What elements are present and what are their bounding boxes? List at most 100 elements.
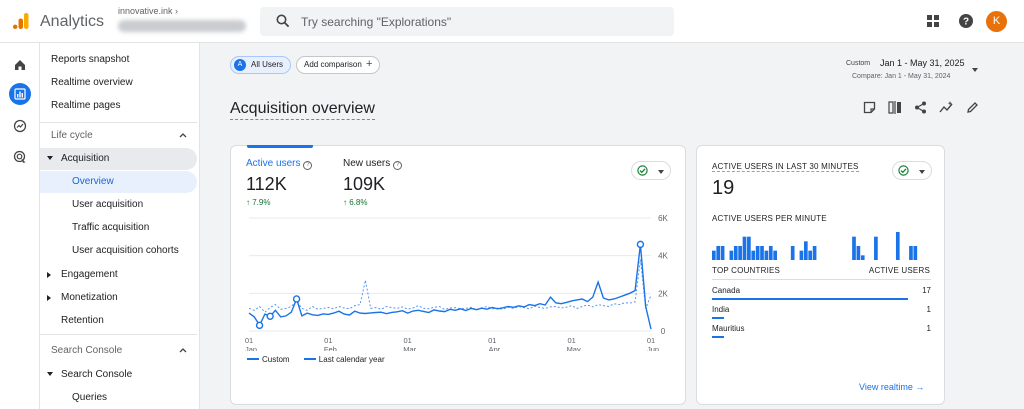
home-nav[interactable]	[9, 54, 31, 76]
legend-last-year-label: Last calendar year	[318, 355, 385, 364]
data-quality-status-button[interactable]	[631, 161, 671, 180]
realtime-status-button[interactable]	[892, 161, 932, 180]
apps-grid-icon[interactable]	[927, 15, 939, 27]
nav-retention-label: Retention	[61, 315, 104, 326]
per-minute-bar	[738, 246, 742, 260]
per-minute-bar	[712, 250, 716, 260]
highlighted-data-point	[255, 321, 264, 330]
all-users-chip[interactable]: A All Users	[230, 56, 291, 74]
view-realtime-link[interactable]: View realtime →	[859, 382, 925, 392]
nav-search-console[interactable]: Search Console	[40, 364, 197, 386]
nav-queries[interactable]: Queries	[40, 387, 197, 409]
compare-range-value: Compare: Jan 1 - May 31, 2024	[852, 73, 951, 80]
per-minute-bar	[808, 250, 813, 260]
reports-sidebar: Reports snapshot Realtime overview Realt…	[40, 43, 200, 409]
top-countries-header: TOP COUNTRIES	[712, 266, 781, 275]
selected-metric-indicator	[247, 145, 313, 148]
active-users-label: Active users	[246, 158, 301, 169]
legend-swatch-dashed	[303, 358, 316, 360]
nav-acquisition-overview[interactable]: Overview	[40, 171, 197, 193]
country-active-users: 17	[922, 286, 931, 295]
x-tick-month: Feb	[324, 345, 337, 351]
per-minute-bar	[760, 246, 764, 260]
nav-reports-snapshot[interactable]: Reports snapshot	[51, 54, 130, 65]
info-icon[interactable]: ?	[303, 161, 313, 170]
nav-realtime-overview[interactable]: Realtime overview	[51, 77, 133, 88]
check-circle-icon	[898, 165, 909, 176]
search-input[interactable]: Try searching "Explorations"	[301, 15, 452, 29]
x-tick-month: Jun	[647, 345, 659, 351]
nav-user-acquisition[interactable]: User acquisition	[40, 194, 197, 216]
add-comparison-button[interactable]: Add comparison +	[296, 56, 380, 74]
property-name-redacted[interactable]	[118, 20, 246, 32]
per-minute-bar	[751, 250, 756, 260]
per-minute-bar	[812, 246, 817, 260]
compare-columns-icon[interactable]	[888, 101, 902, 114]
per-minute-bar	[733, 246, 738, 260]
per-minute-label: ACTIVE USERS PER MINUTE	[712, 214, 827, 223]
add-comparison-label: Add comparison	[304, 60, 362, 69]
y-tick-label: 2K	[658, 289, 668, 298]
search-console-section-header[interactable]: Search Console	[40, 340, 197, 362]
per-minute-bar	[747, 236, 751, 260]
insights-sparkle-icon[interactable]	[939, 101, 954, 114]
x-tick-day: 01	[488, 336, 496, 345]
all-users-label: All Users	[251, 60, 284, 69]
explore-nav[interactable]	[9, 115, 31, 137]
info-icon[interactable]: ?	[393, 161, 403, 170]
advertising-target-icon	[13, 150, 26, 163]
reports-nav[interactable]	[9, 83, 31, 105]
nav-monetization-label: Monetization	[61, 292, 118, 303]
nav-queries-label: Queries	[72, 392, 108, 403]
nav-cohorts-label: User acquisition cohorts	[72, 245, 179, 256]
help-icon[interactable]: ?	[958, 13, 974, 29]
x-tick-day: 01	[647, 336, 655, 345]
nav-traffic-acquisition[interactable]: Traffic acquisition	[40, 217, 197, 239]
per-minute-bar	[768, 246, 773, 260]
highlighted-data-point	[636, 240, 645, 249]
per-minute-bar	[790, 246, 795, 260]
x-tick-day: 01	[404, 336, 412, 345]
share-icon[interactable]	[914, 101, 927, 114]
legend-item-last-year: Last calendar year	[303, 355, 385, 364]
nav-overview-label: Overview	[72, 176, 114, 187]
y-tick-label: 4K	[658, 252, 668, 261]
per-minute-bar	[909, 246, 913, 260]
metric-tab-active-users[interactable]: Active users? 112K ↑ 7.9%	[246, 158, 313, 207]
per-minute-bar	[742, 236, 747, 260]
expand-right-icon	[47, 272, 51, 278]
nav-monetization[interactable]: Monetization	[40, 287, 197, 309]
per-minute-bar	[852, 236, 856, 260]
edit-note-icon[interactable]	[863, 101, 876, 114]
lifecycle-section-header[interactable]: Life cycle	[40, 125, 197, 147]
metric-tab-new-users[interactable]: New users? 109K ↑ 6.8%	[343, 158, 403, 207]
x-tick-day: 01	[245, 336, 253, 345]
edit-pencil-icon[interactable]	[966, 101, 979, 114]
nav-engagement[interactable]: Engagement	[40, 264, 197, 286]
nav-user-acquisition-cohorts[interactable]: User acquisition cohorts	[40, 240, 197, 262]
per-minute-bar	[755, 246, 760, 260]
date-range-picker[interactable]: Custom Jan 1 - May 31, 2025 Compare: Jan…	[820, 56, 990, 86]
per-minute-bar	[874, 236, 878, 260]
account-name[interactable]: innovative.ink ›	[118, 6, 179, 16]
active-users-change: ↑ 7.9%	[246, 198, 271, 207]
lifecycle-label: Life cycle	[51, 130, 93, 141]
x-tick-month: May	[567, 345, 581, 351]
nav-acquisition[interactable]: Acquisition	[40, 148, 197, 170]
x-tick-day: 01	[324, 336, 332, 345]
svg-text:?: ?	[963, 17, 969, 28]
avatar[interactable]: K	[986, 11, 1007, 32]
nav-realtime-pages[interactable]: Realtime pages	[51, 100, 121, 111]
per-minute-bar	[913, 246, 918, 260]
dropdown-caret-icon	[658, 170, 664, 174]
realtime-active-users-value: 19	[712, 177, 735, 199]
advertising-nav[interactable]	[9, 146, 31, 168]
per-minute-bar	[860, 255, 865, 260]
nav-engagement-label: Engagement	[61, 269, 118, 280]
nav-retention[interactable]: Retention	[40, 310, 197, 332]
date-range-tag: Custom	[844, 59, 873, 68]
search-bar[interactable]: Try searching "Explorations"	[260, 7, 674, 36]
legend-custom-label: Custom	[262, 355, 290, 364]
analytics-logo-icon[interactable]	[12, 12, 30, 30]
acquisition-trend-card: Active users? 112K ↑ 7.9% New users? 109…	[230, 145, 686, 405]
